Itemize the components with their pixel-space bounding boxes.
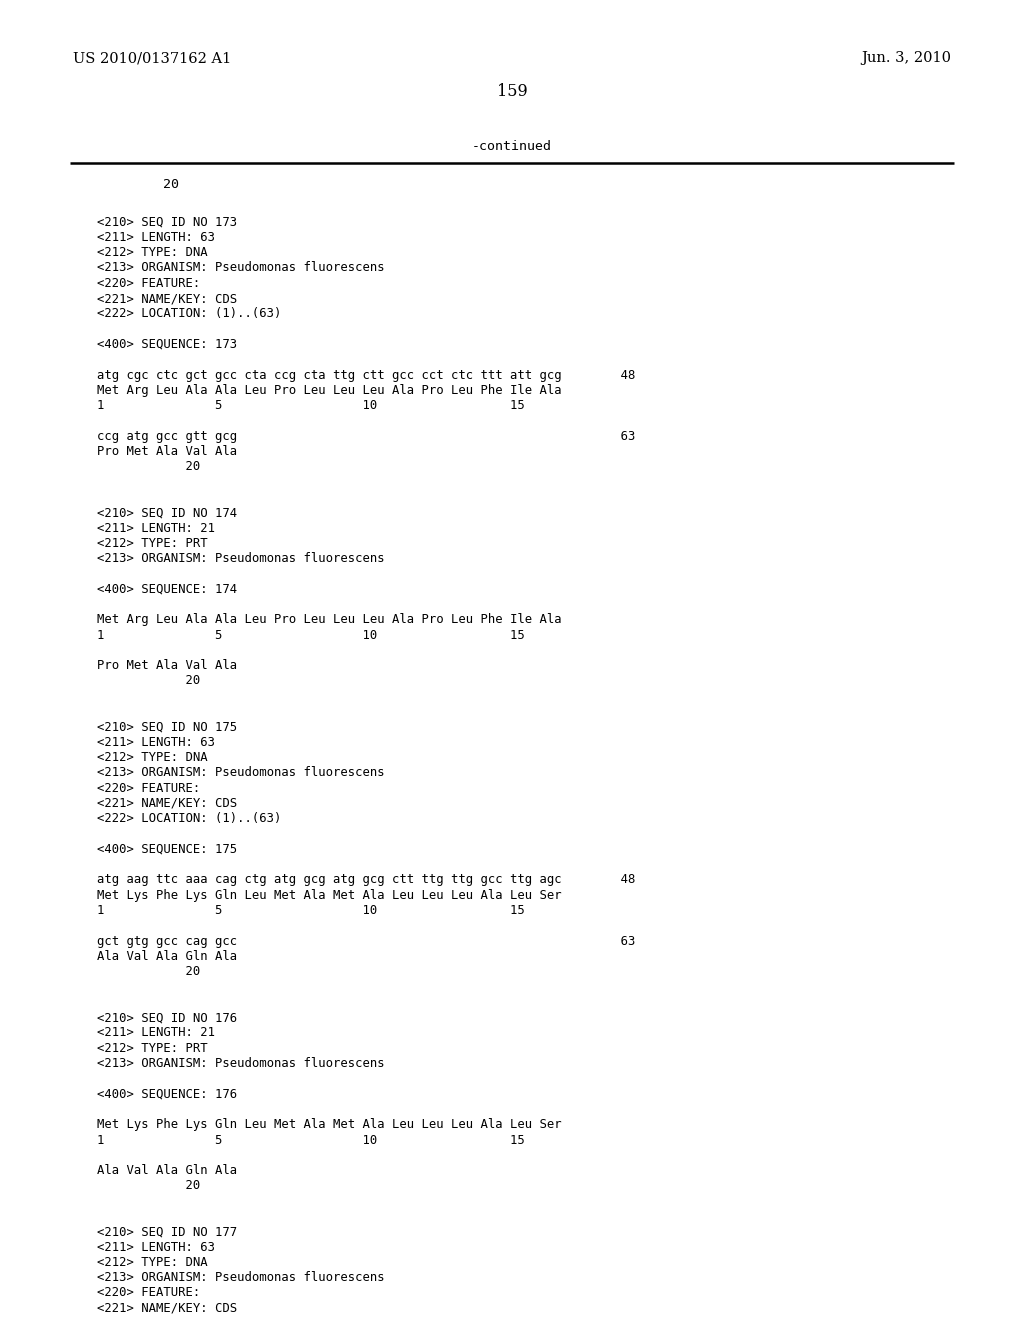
Text: -continued: -continued — [472, 140, 552, 153]
Text: <222> LOCATION: (1)..(63): <222> LOCATION: (1)..(63) — [97, 812, 282, 825]
Text: ccg atg gcc gtt gcg                                                    63: ccg atg gcc gtt gcg 63 — [97, 430, 635, 442]
Text: Met Arg Leu Ala Ala Leu Pro Leu Leu Leu Ala Pro Leu Phe Ile Ala: Met Arg Leu Ala Ala Leu Pro Leu Leu Leu … — [97, 614, 561, 626]
Text: <211> LENGTH: 63: <211> LENGTH: 63 — [97, 1241, 215, 1254]
Text: <400> SEQUENCE: 176: <400> SEQUENCE: 176 — [97, 1088, 238, 1101]
Text: <213> ORGANISM: Pseudomonas fluorescens: <213> ORGANISM: Pseudomonas fluorescens — [97, 1057, 385, 1071]
Text: <213> ORGANISM: Pseudomonas fluorescens: <213> ORGANISM: Pseudomonas fluorescens — [97, 261, 385, 275]
Text: 1               5                   10                  15: 1 5 10 15 — [97, 399, 524, 412]
Text: <221> NAME/KEY: CDS: <221> NAME/KEY: CDS — [97, 1302, 238, 1315]
Text: <212> TYPE: DNA: <212> TYPE: DNA — [97, 1255, 208, 1269]
Text: 20: 20 — [97, 965, 201, 978]
Text: <400> SEQUENCE: 173: <400> SEQUENCE: 173 — [97, 338, 238, 351]
Text: <212> TYPE: PRT: <212> TYPE: PRT — [97, 1041, 208, 1055]
Text: 1               5                   10                  15: 1 5 10 15 — [97, 628, 524, 642]
Text: <210> SEQ ID NO 175: <210> SEQ ID NO 175 — [97, 721, 238, 734]
Text: Met Arg Leu Ala Ala Leu Pro Leu Leu Leu Ala Pro Leu Phe Ile Ala: Met Arg Leu Ala Ala Leu Pro Leu Leu Leu … — [97, 384, 561, 397]
Text: <211> LENGTH: 63: <211> LENGTH: 63 — [97, 231, 215, 244]
Text: 20: 20 — [97, 675, 201, 688]
Text: <212> TYPE: DNA: <212> TYPE: DNA — [97, 751, 208, 764]
Text: atg cgc ctc gct gcc cta ccg cta ttg ctt gcc cct ctc ttt att gcg        48: atg cgc ctc gct gcc cta ccg cta ttg ctt … — [97, 368, 635, 381]
Text: <220> FEATURE:: <220> FEATURE: — [97, 781, 201, 795]
Text: gct gtg gcc cag gcc                                                    63: gct gtg gcc cag gcc 63 — [97, 935, 635, 948]
Text: <220> FEATURE:: <220> FEATURE: — [97, 277, 201, 289]
Text: <221> NAME/KEY: CDS: <221> NAME/KEY: CDS — [97, 292, 238, 305]
Text: Met Lys Phe Lys Gln Leu Met Ala Met Ala Leu Leu Leu Ala Leu Ser: Met Lys Phe Lys Gln Leu Met Ala Met Ala … — [97, 1118, 561, 1131]
Text: <210> SEQ ID NO 173: <210> SEQ ID NO 173 — [97, 215, 238, 228]
Text: <213> ORGANISM: Pseudomonas fluorescens: <213> ORGANISM: Pseudomonas fluorescens — [97, 552, 385, 565]
Text: <212> TYPE: DNA: <212> TYPE: DNA — [97, 246, 208, 259]
Text: <213> ORGANISM: Pseudomonas fluorescens: <213> ORGANISM: Pseudomonas fluorescens — [97, 1271, 385, 1284]
Text: <211> LENGTH: 21: <211> LENGTH: 21 — [97, 521, 215, 535]
Text: Ala Val Ala Gln Ala: Ala Val Ala Gln Ala — [97, 950, 238, 962]
Text: US 2010/0137162 A1: US 2010/0137162 A1 — [73, 51, 231, 65]
Text: 159: 159 — [497, 83, 527, 100]
Text: atg aag ttc aaa cag ctg atg gcg atg gcg ctt ttg ttg gcc ttg agc        48: atg aag ttc aaa cag ctg atg gcg atg gcg … — [97, 874, 635, 887]
Text: <211> LENGTH: 21: <211> LENGTH: 21 — [97, 1027, 215, 1039]
Text: 1               5                   10                  15: 1 5 10 15 — [97, 904, 524, 917]
Text: 20: 20 — [97, 461, 201, 474]
Text: Jun. 3, 2010: Jun. 3, 2010 — [861, 51, 951, 65]
Text: Pro Met Ala Val Ala: Pro Met Ala Val Ala — [97, 659, 238, 672]
Text: <210> SEQ ID NO 176: <210> SEQ ID NO 176 — [97, 1011, 238, 1024]
Text: <400> SEQUENCE: 175: <400> SEQUENCE: 175 — [97, 842, 238, 855]
Text: <221> NAME/KEY: CDS: <221> NAME/KEY: CDS — [97, 797, 238, 810]
Text: 1               5                   10                  15: 1 5 10 15 — [97, 1134, 524, 1147]
Text: Ala Val Ala Gln Ala: Ala Val Ala Gln Ala — [97, 1164, 238, 1177]
Text: 20: 20 — [163, 178, 179, 191]
Text: <210> SEQ ID NO 177: <210> SEQ ID NO 177 — [97, 1225, 238, 1238]
Text: <213> ORGANISM: Pseudomonas fluorescens: <213> ORGANISM: Pseudomonas fluorescens — [97, 767, 385, 779]
Text: <220> FEATURE:: <220> FEATURE: — [97, 1287, 201, 1299]
Text: <400> SEQUENCE: 174: <400> SEQUENCE: 174 — [97, 582, 238, 595]
Text: <212> TYPE: PRT: <212> TYPE: PRT — [97, 537, 208, 550]
Text: Pro Met Ala Val Ala: Pro Met Ala Val Ala — [97, 445, 238, 458]
Text: <211> LENGTH: 63: <211> LENGTH: 63 — [97, 735, 215, 748]
Text: <222> LOCATION: (1)..(63): <222> LOCATION: (1)..(63) — [97, 308, 282, 321]
Text: 20: 20 — [97, 1179, 201, 1192]
Text: Met Lys Phe Lys Gln Leu Met Ala Met Ala Leu Leu Leu Ala Leu Ser: Met Lys Phe Lys Gln Leu Met Ala Met Ala … — [97, 888, 561, 902]
Text: <210> SEQ ID NO 174: <210> SEQ ID NO 174 — [97, 506, 238, 519]
